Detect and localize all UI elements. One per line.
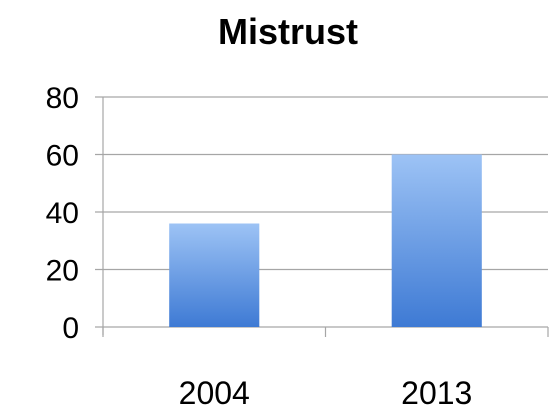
x-tick-label-2013: 2013 [401, 375, 472, 411]
chart-title: Mistrust [218, 11, 358, 52]
x-tick-label-2004: 2004 [179, 375, 250, 411]
y-tick-label-40: 40 [46, 197, 79, 230]
axis-labels: 0 20 40 60 80 2004 2013 [46, 82, 473, 411]
y-tick-label-0: 0 [62, 312, 79, 345]
bars [169, 154, 482, 327]
y-tick-label-20: 20 [46, 255, 79, 288]
y-tick-label-60: 60 [46, 140, 79, 173]
y-tick-label-80: 80 [46, 82, 79, 115]
bar-2013 [391, 154, 482, 327]
bar-2004 [169, 223, 260, 327]
